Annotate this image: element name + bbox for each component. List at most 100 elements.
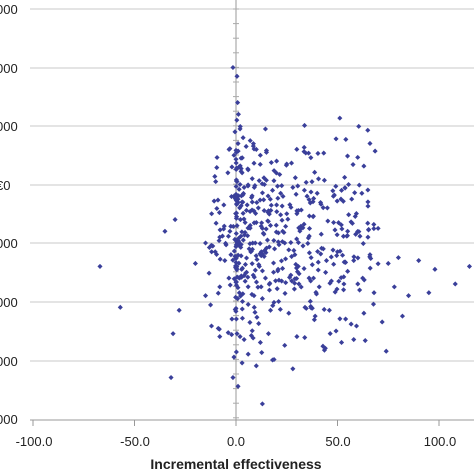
data-point: [259, 190, 266, 196]
data-point: [226, 275, 232, 281]
data-point: [282, 290, 288, 296]
data-point: [305, 240, 311, 246]
data-point: [215, 197, 221, 203]
y-tick-label: 000: [0, 354, 18, 369]
data-point: [307, 298, 313, 304]
data-point: [290, 366, 296, 372]
data-point: [452, 281, 458, 287]
data-point: [320, 343, 326, 349]
data-point: [245, 166, 251, 172]
data-point: [214, 205, 220, 212]
data-point: [241, 336, 247, 343]
data-point: [315, 150, 321, 156]
data-point: [308, 155, 314, 161]
data-point: [343, 316, 349, 322]
data-point: [217, 334, 223, 340]
data-point: [265, 331, 272, 337]
data-point: [278, 258, 285, 264]
data-point: [275, 195, 281, 201]
data-point: [331, 192, 337, 198]
data-point: [162, 228, 168, 234]
data-point: [337, 316, 343, 322]
data-point: [273, 222, 279, 228]
y-tick-label: 000: [0, 119, 18, 134]
data-point: [294, 269, 301, 275]
data-point: [233, 191, 239, 197]
x-tick-label: 50.0: [325, 434, 350, 449]
data-point: [295, 183, 301, 189]
data-point: [277, 171, 283, 178]
data-point: [215, 290, 221, 296]
data-point: [277, 306, 283, 312]
data-point: [339, 187, 345, 193]
data-point: [244, 202, 250, 208]
data-point: [300, 243, 306, 249]
data-point: [259, 220, 265, 226]
data-point: [249, 261, 255, 267]
data-point: [235, 383, 241, 389]
data-point: [290, 184, 296, 190]
data-point: [245, 274, 251, 280]
data-point: [361, 310, 367, 316]
data-point: [240, 210, 246, 216]
y-tick-label: €0: [0, 178, 10, 193]
data-point: [117, 304, 123, 310]
data-point: [315, 259, 321, 265]
data-point: [259, 181, 265, 187]
data-point: [256, 321, 262, 327]
data-point: [349, 196, 355, 202]
data-point: [287, 274, 293, 280]
y-tick-label: 000: [0, 2, 18, 17]
data-point: [232, 129, 238, 135]
data-point: [339, 339, 345, 345]
data-point: [391, 284, 397, 290]
data-point: [313, 289, 319, 295]
data-point: [230, 223, 236, 229]
data-point: [233, 244, 239, 250]
data-point: [176, 307, 182, 313]
data-point: [253, 363, 259, 369]
data-point: [288, 160, 295, 166]
data-point: [239, 229, 245, 235]
data-point: [242, 261, 248, 267]
data-point: [249, 176, 255, 182]
data-point: [245, 301, 251, 307]
data-point: [292, 280, 298, 286]
data-point: [208, 242, 214, 248]
data-point: [265, 193, 271, 199]
data-point: [333, 136, 339, 142]
y-tick-labels: 000 000 000 €0 000 000 000 000: [0, 2, 18, 427]
data-point: [306, 150, 312, 156]
y-tick-label: 000: [0, 295, 18, 310]
data-point: [230, 375, 236, 381]
data-point: [237, 217, 244, 223]
data-point: [323, 269, 329, 275]
data-point: [270, 260, 277, 266]
data-point: [228, 252, 234, 258]
data-point: [294, 236, 300, 242]
data-point: [338, 196, 344, 202]
data-point: [234, 165, 240, 171]
data-point: [304, 193, 310, 199]
data-point: [303, 305, 309, 311]
data-point: [233, 265, 239, 271]
data-point: [213, 220, 219, 226]
data-point: [240, 199, 246, 205]
data-point: [311, 317, 317, 323]
data-point: [227, 146, 233, 152]
data-point: [302, 334, 308, 341]
data-point: [346, 181, 352, 188]
data-point: [233, 177, 239, 183]
data-point: [283, 256, 289, 262]
data-point: [213, 179, 219, 185]
data-point: [268, 160, 274, 166]
data-point: [357, 287, 363, 293]
data-point: [228, 194, 235, 200]
data-point: [271, 356, 277, 363]
data-point: [293, 261, 299, 267]
data-point: [275, 268, 281, 274]
data-point: [203, 240, 209, 246]
data-point: [294, 334, 300, 340]
data-point: [249, 291, 255, 297]
